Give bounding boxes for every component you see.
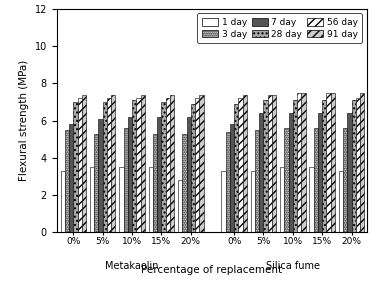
Bar — [141, 95, 145, 232]
Bar — [178, 180, 182, 232]
Y-axis label: Flexural strength (MPa): Flexural strength (MPa) — [19, 60, 29, 181]
Bar — [103, 102, 107, 232]
Bar — [166, 98, 170, 232]
Bar — [255, 130, 259, 232]
Bar — [239, 98, 243, 232]
Bar — [60, 171, 65, 232]
Bar — [272, 95, 276, 232]
Text: Silica fume: Silica fume — [266, 261, 320, 271]
Bar — [288, 113, 293, 232]
Bar — [280, 167, 284, 232]
Bar — [297, 93, 301, 232]
Bar — [293, 100, 297, 232]
Bar — [199, 95, 204, 232]
Bar — [314, 128, 318, 232]
Bar — [136, 98, 141, 232]
Bar — [182, 134, 187, 232]
Legend: 1 day, 3 day, 7 day, 28 day, 56 day, 91 day: 1 day, 3 day, 7 day, 28 day, 56 day, 91 … — [197, 13, 362, 43]
Bar — [69, 125, 73, 232]
Bar — [301, 93, 305, 232]
Bar — [360, 93, 364, 232]
Bar — [124, 128, 128, 232]
Bar — [94, 134, 98, 232]
Bar — [77, 98, 82, 232]
Bar — [331, 93, 335, 232]
Bar — [284, 128, 288, 232]
Bar — [243, 95, 247, 232]
Bar — [222, 171, 226, 232]
Bar — [153, 134, 157, 232]
Bar — [322, 100, 327, 232]
Bar — [259, 113, 263, 232]
Bar — [107, 98, 111, 232]
Bar — [263, 100, 268, 232]
Bar — [98, 119, 103, 232]
Bar — [347, 113, 352, 232]
Bar — [187, 117, 191, 232]
Bar — [170, 95, 174, 232]
Bar — [268, 95, 272, 232]
Bar — [318, 113, 322, 232]
Bar — [339, 171, 343, 232]
Bar — [128, 117, 132, 232]
Bar — [191, 104, 195, 232]
Bar — [161, 102, 166, 232]
Bar — [356, 98, 360, 232]
Bar — [230, 125, 234, 232]
Bar — [343, 128, 347, 232]
Bar — [310, 167, 314, 232]
Bar — [119, 167, 124, 232]
Text: Metakaolin: Metakaolin — [105, 261, 159, 271]
Bar — [352, 100, 356, 232]
Bar — [90, 167, 94, 232]
Bar — [65, 130, 69, 232]
Bar — [327, 93, 331, 232]
Bar — [111, 95, 115, 232]
Bar — [149, 167, 153, 232]
Bar — [251, 171, 255, 232]
Bar — [82, 95, 86, 232]
Bar — [234, 104, 239, 232]
Bar — [132, 100, 136, 232]
Bar — [195, 98, 199, 232]
Bar — [226, 132, 230, 232]
Bar — [157, 117, 161, 232]
Bar — [73, 102, 77, 232]
X-axis label: Percentage of replacement: Percentage of replacement — [141, 265, 282, 275]
